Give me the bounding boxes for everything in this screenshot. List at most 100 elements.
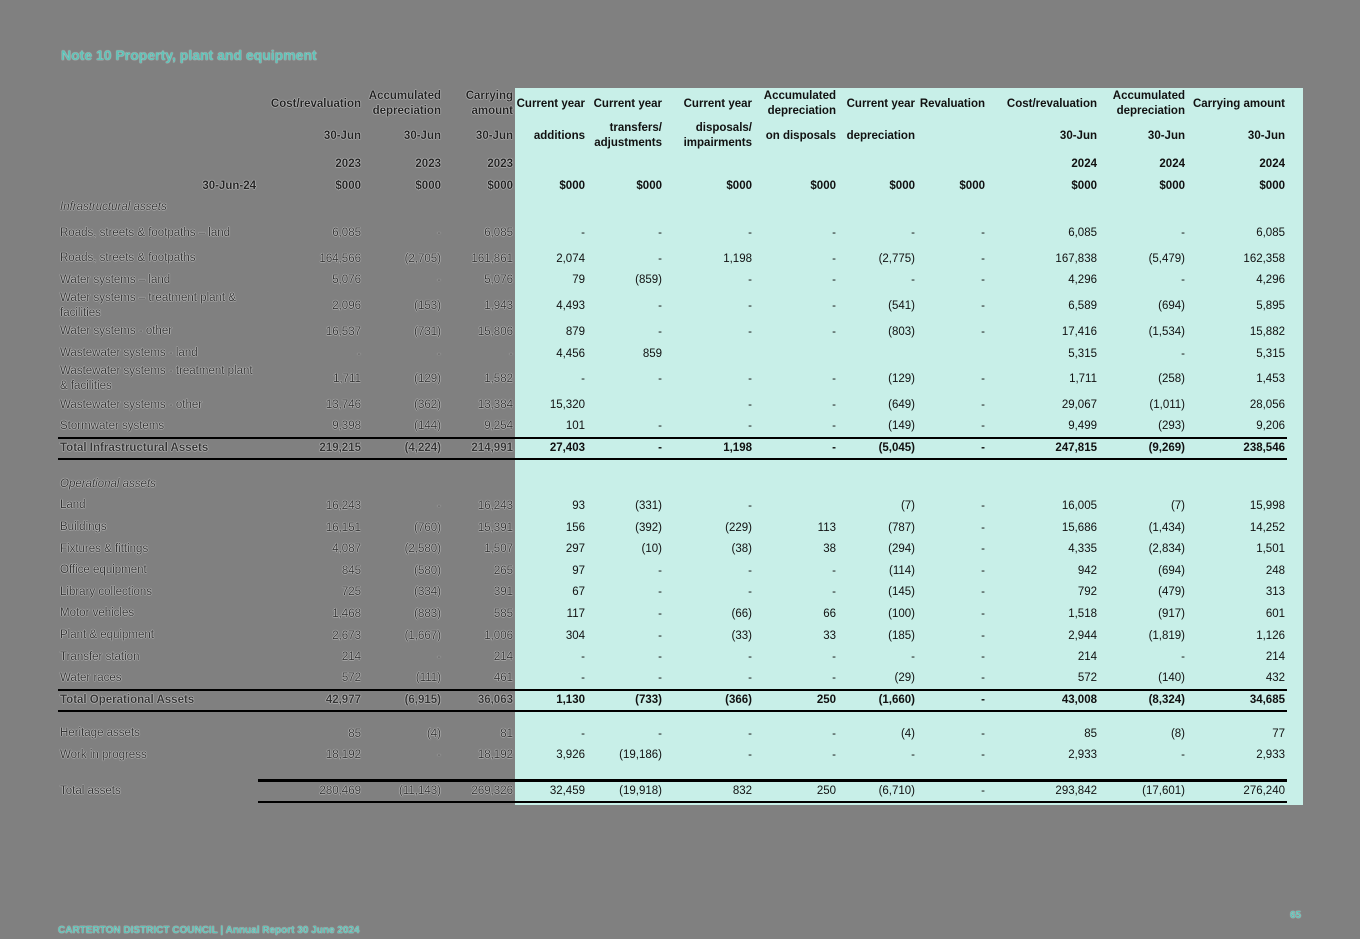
cell-value: 16,151: [325, 521, 361, 534]
table-row: Land 16,243 - 16,243 93 (331) - (7) - 16,005 (7) 15…: [58, 495, 1287, 517]
cell-value: 14,252: [1249, 521, 1285, 534]
cell-value: 2,096: [332, 300, 361, 313]
column-header-unit: $000: [636, 179, 662, 192]
cell-value: -: [832, 749, 836, 762]
cell-value: -: [581, 727, 585, 740]
cell-value: -: [748, 564, 752, 577]
column-header-line2: depreciation: [846, 129, 915, 142]
cell-value: 6,085: [484, 227, 513, 239]
cell-value: 161,861: [471, 252, 513, 265]
cell-value: -: [1181, 347, 1185, 360]
cell-value: (149): [888, 420, 915, 433]
cell-value: 15,806: [477, 325, 513, 338]
cell-value: -: [911, 651, 915, 664]
cell-value: (38): [731, 543, 752, 556]
cell-value: 85: [1084, 727, 1097, 740]
cell-value: 34,685: [1187, 688, 1287, 713]
cell-value: [754, 343, 838, 365]
cell-value: -: [658, 325, 662, 338]
cell-value: 1,130: [515, 688, 587, 713]
cell-value: (19,918): [587, 778, 664, 803]
cell-value: 117: [566, 607, 585, 620]
cell-value: 247,815: [987, 436, 1099, 461]
row-label: Office equipment: [60, 564, 147, 577]
cell-value: (1,660): [838, 688, 917, 713]
cell-value: -: [981, 252, 985, 265]
cell-value: -: [437, 651, 441, 664]
cell-value: (917): [1158, 607, 1185, 620]
total-assets-row: Total assets 280,469 (11,143) 269,326 32,459…: [58, 778, 1287, 803]
cell-value: (258): [1158, 373, 1185, 386]
cell-value: 32,459: [515, 778, 587, 803]
cell-value: 15,686: [1061, 521, 1097, 534]
cell-value: 601: [1265, 607, 1285, 620]
cell-value: -: [748, 499, 752, 512]
section-infrastructural: Infrastructural assets: [58, 196, 1287, 218]
table-row: Roads, streets & footpaths 164,566 (2,705)…: [58, 248, 1287, 270]
column-header-unit: $000: [1259, 179, 1285, 192]
cell-value: 17,416: [1061, 325, 1097, 338]
cell-value: 5,895: [1256, 300, 1285, 313]
row-label: Water systems – land: [60, 273, 171, 286]
cell-value: -: [981, 420, 985, 433]
column-header-line2: 30-Jun: [403, 129, 441, 142]
column-header-unit: $000: [959, 179, 985, 192]
cell-value: 250: [754, 688, 838, 713]
cell-value: (7): [1170, 499, 1185, 512]
row-label: Fixtures & fittings: [60, 542, 149, 555]
cell-value: 6,085: [1068, 227, 1097, 239]
cell-value: -: [658, 252, 662, 265]
cell-value: (649): [888, 399, 915, 412]
cell-value: (6,915): [363, 688, 443, 713]
cell-value: (229): [725, 521, 752, 534]
row-label: Total Operational Assets: [58, 688, 258, 713]
table-row: Wastewater systems - treatment plant & f…: [58, 364, 1287, 394]
header-row-line1: Cost/revaluation Accumulated depreciation…: [58, 88, 1287, 120]
cell-value: (392): [635, 521, 662, 534]
cell-value: -: [437, 274, 441, 287]
column-header-line1: Current year: [683, 97, 752, 110]
cell-value: 15,320: [549, 399, 585, 412]
footer-org: CARTERTON DISTRICT COUNCIL | Annual Repo…: [58, 925, 360, 936]
cell-value: -: [981, 521, 985, 534]
cell-value: 293,842: [987, 778, 1099, 803]
section-operational: Operational assets: [58, 473, 1287, 495]
cell-value: 5,076: [484, 274, 513, 287]
spacer-row: [58, 711, 1287, 723]
cell-value: -: [1181, 749, 1185, 762]
cell-value: -: [981, 227, 985, 239]
cell-value: (4,224): [363, 436, 443, 461]
header-row-unit: 30-Jun-24 $000 $000 $000 $000 $000 $000 $000 $00…: [58, 176, 1287, 196]
cell-value: (6,710): [838, 778, 917, 803]
table-row: Water systems – land 5,076 - 5,076 79 (859) - -…: [58, 270, 1287, 292]
cell-value: 250: [754, 778, 838, 803]
header-row-label: [58, 88, 258, 120]
cell-value: 156: [565, 521, 585, 534]
column-header-line1: Carrying amount: [1192, 97, 1285, 110]
cell-value: -: [748, 672, 752, 685]
cell-value: 2,933: [1068, 749, 1097, 762]
column-header-unit: $000: [559, 179, 585, 192]
cell-value: -: [981, 651, 985, 664]
table-row: Work in progress 18,192 - 18,192 3,926 (19,18…: [58, 745, 1287, 767]
column-header-line2: 30-Jun: [475, 129, 513, 142]
page-title: Note 10 Property, plant and equipment: [61, 47, 317, 63]
row-label: Heritage assets: [60, 727, 140, 740]
cell-value: 2,933: [1256, 749, 1285, 762]
cell-value: 164,566: [319, 252, 361, 265]
cell-value: -: [509, 347, 513, 360]
cell-value: 4,087: [332, 543, 361, 556]
cell-value: 2,944: [1068, 629, 1097, 642]
cell-value: 33: [823, 629, 836, 642]
cell-value: 167,838: [1055, 252, 1097, 265]
cell-value: -: [748, 399, 752, 412]
column-header-line1: Current year: [593, 97, 662, 110]
cell-value: 832: [664, 778, 754, 803]
column-header-line1: Carrying amount: [465, 90, 513, 117]
column-header-line2: 30-Jun: [1059, 129, 1097, 142]
cell-value: 276,240: [1187, 778, 1287, 803]
row-label: Total Infrastructural Assets: [58, 436, 258, 461]
row-label: Water systems – treatment plant & facili…: [60, 292, 236, 320]
cell-value: 2,673: [332, 629, 361, 642]
cell-value: -: [832, 651, 836, 664]
